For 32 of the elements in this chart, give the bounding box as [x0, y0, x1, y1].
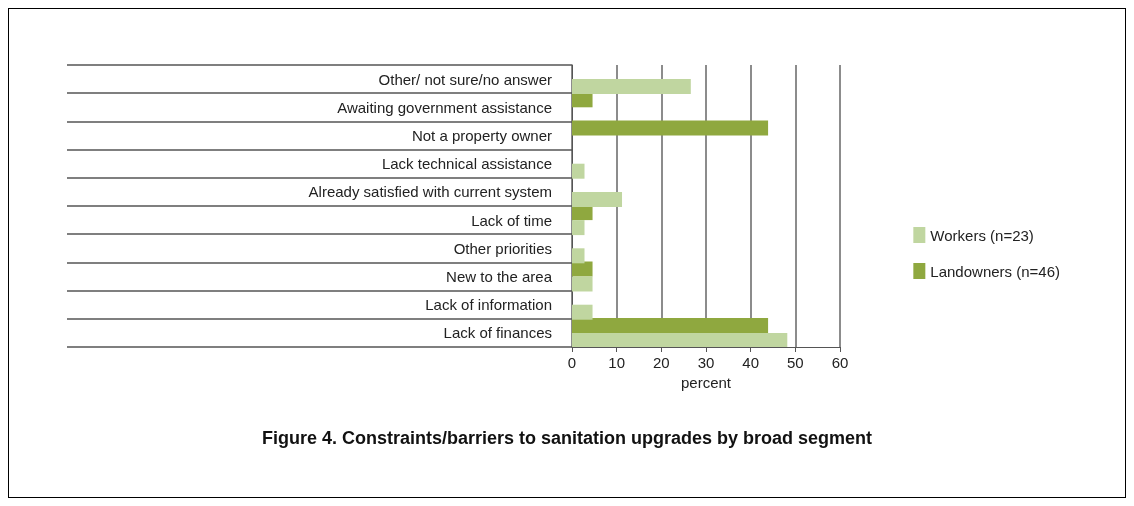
bar	[572, 191, 623, 207]
x-tick-label: 60	[831, 354, 849, 371]
bar	[572, 261, 593, 277]
bar	[572, 163, 585, 179]
x-tick-label: 50	[786, 354, 804, 371]
y-tick-label: Other priorities	[453, 239, 552, 257]
bar	[572, 79, 691, 95]
y-tick-label: Already satisfied with current system	[308, 183, 552, 201]
bar	[572, 304, 593, 320]
bar	[572, 248, 585, 264]
y-tick-label: Lack of finances	[443, 324, 552, 342]
bar	[572, 120, 769, 136]
y-tick-label: Other/ not sure/no answer	[378, 70, 552, 88]
x-tick-label: 30	[697, 354, 715, 371]
bar	[572, 332, 788, 347]
x-axis-title: percent	[680, 373, 732, 391]
y-tick-label: Lack of information	[425, 296, 552, 314]
text: Figure 4. Constraints/barriers to sanitation upgrades by broad segment	[261, 428, 873, 448]
bar	[572, 276, 593, 292]
y-tick-label: Not a property owner	[411, 127, 552, 144]
legend-label: Workers (n=23)	[930, 226, 1034, 244]
bar	[572, 220, 585, 236]
x-tick-label: 20	[652, 354, 670, 371]
y-tick-label: Lack of time	[471, 211, 552, 229]
bar	[572, 317, 769, 333]
y-tick-label: Awaiting government assistance	[337, 98, 552, 116]
x-tick-label: 10	[608, 354, 626, 371]
legend-label: Landowners (n=46)	[930, 262, 1060, 280]
x-tick-label: 40	[742, 354, 760, 371]
y-tick-label: New to the area	[446, 268, 553, 285]
x-tick-label: 0	[567, 354, 577, 371]
y-tick-label: Lack technical assistance	[381, 155, 552, 173]
